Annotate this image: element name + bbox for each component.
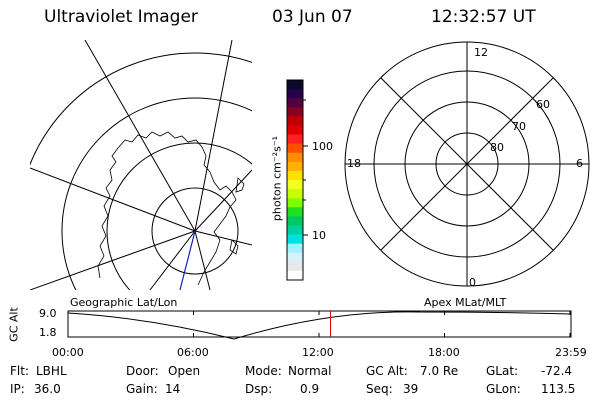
colorbar-segment bbox=[287, 198, 303, 208]
colorbar-segment bbox=[287, 134, 303, 145]
dsp-value: 0.9 bbox=[300, 382, 320, 396]
mlt-line-diagonal bbox=[380, 77, 554, 251]
instrument-title: Ultraviolet Imager bbox=[44, 7, 198, 27]
mlt-label-18: 18 bbox=[347, 157, 361, 170]
ground-track bbox=[179, 230, 196, 290]
colorbar-segment bbox=[287, 180, 303, 190]
colorbar-segment bbox=[287, 207, 303, 217]
geographic-label: Geographic Lat/Lon bbox=[70, 296, 178, 309]
mlt-label-12: 12 bbox=[474, 46, 488, 59]
colorbar-ticks bbox=[303, 99, 308, 236]
altitude-ytick-max: 9.0 bbox=[39, 307, 57, 320]
colorbar-segment bbox=[287, 98, 303, 108]
altitude-xtick-1800: 18:00 bbox=[428, 346, 460, 359]
mlt-label-6: 6 bbox=[576, 157, 583, 170]
filter-value: LBHL bbox=[36, 364, 67, 378]
glon-label: GLon: bbox=[486, 382, 521, 396]
coastline bbox=[229, 177, 245, 255]
filter-label: Flt: bbox=[10, 364, 29, 378]
glat-value: -72.4 bbox=[541, 364, 573, 378]
colorbar-segment bbox=[287, 107, 303, 117]
lat-circle-outer bbox=[61, 97, 252, 290]
geographic-map bbox=[30, 39, 252, 290]
meridian-line bbox=[194, 230, 211, 290]
mode-label: Mode: bbox=[245, 364, 282, 378]
seq-label: Seq: bbox=[366, 382, 393, 396]
altitude-xtick-0600: 06:00 bbox=[177, 346, 209, 359]
colorbar-segment bbox=[287, 234, 303, 245]
colorbar-segment bbox=[287, 125, 303, 136]
gain-label: Gain: bbox=[126, 382, 158, 396]
glat-label: GLat: bbox=[486, 364, 519, 378]
altitude-x-ticks bbox=[67, 311, 571, 337]
ip-label: IP: bbox=[10, 382, 25, 396]
colorbar-segment bbox=[287, 261, 303, 272]
colorbar-segment bbox=[287, 152, 303, 163]
meridian-line bbox=[30, 230, 196, 290]
ip-value: 36.0 bbox=[34, 382, 61, 396]
colorbar-tick-100: 100 bbox=[312, 140, 333, 153]
date-label: 03 Jun 07 bbox=[272, 7, 353, 27]
lat-circle-inner bbox=[151, 187, 239, 275]
coastline bbox=[97, 131, 237, 286]
colorbar-tick-10: 10 bbox=[312, 229, 326, 242]
dsp-label: Dsp: bbox=[245, 382, 273, 396]
colorbar-segment bbox=[287, 89, 303, 99]
gcalt-value: 7.0 Re bbox=[420, 364, 459, 378]
meridian-line bbox=[30, 167, 196, 232]
meridian-line bbox=[194, 169, 252, 232]
altitude-ylabel: GC Alt bbox=[7, 307, 21, 342]
colorbar-segment bbox=[287, 80, 303, 90]
mlat-label-70: 70 bbox=[512, 120, 526, 133]
colorbar-segment bbox=[287, 252, 303, 263]
altitude-ytick-min: 1.8 bbox=[39, 326, 57, 339]
mlat-label-60: 60 bbox=[536, 98, 550, 111]
apex-label: Apex MLat/MLT bbox=[424, 296, 507, 309]
lat-circle-mid bbox=[106, 142, 252, 290]
meridian-line bbox=[194, 230, 252, 246]
altitude-xtick-0000: 00:00 bbox=[52, 346, 84, 359]
door-value: Open bbox=[168, 364, 201, 378]
mlt-label-0: 0 bbox=[469, 276, 476, 289]
colorbar-segment bbox=[287, 116, 303, 126]
lat-circle-edge bbox=[30, 52, 252, 166]
colorbar-segment bbox=[287, 225, 303, 236]
door-label: Door: bbox=[126, 364, 159, 378]
colorbar-segment bbox=[287, 189, 303, 199]
gain-value: 14 bbox=[165, 382, 181, 396]
apex-polar-plot bbox=[344, 41, 590, 287]
colorbar-segment bbox=[287, 243, 303, 254]
colorbar-segment bbox=[287, 161, 303, 172]
colorbar-segment bbox=[287, 170, 303, 181]
colorbar-unit-label: photon cm⁻²s⁻¹ bbox=[270, 135, 284, 222]
mlat-label-80: 80 bbox=[490, 141, 504, 154]
altitude-xtick-2359: 23:59 bbox=[555, 346, 587, 359]
meridian-line bbox=[149, 230, 196, 290]
altitude-curve bbox=[67, 311, 572, 340]
colorbar bbox=[286, 79, 304, 281]
altitude-xtick-1200: 12:00 bbox=[302, 346, 334, 359]
seq-value: 39 bbox=[403, 382, 419, 396]
meridian-line bbox=[194, 39, 233, 232]
colorbar-segment bbox=[287, 216, 303, 226]
mode-value: Normal bbox=[288, 364, 332, 378]
time-label: 12:32:57 UT bbox=[431, 7, 536, 27]
colorbar-segment bbox=[287, 143, 303, 154]
colorbar-segment bbox=[287, 270, 303, 281]
glon-value: 113.5 bbox=[541, 382, 576, 396]
gcalt-label: GC Alt: bbox=[366, 364, 408, 378]
